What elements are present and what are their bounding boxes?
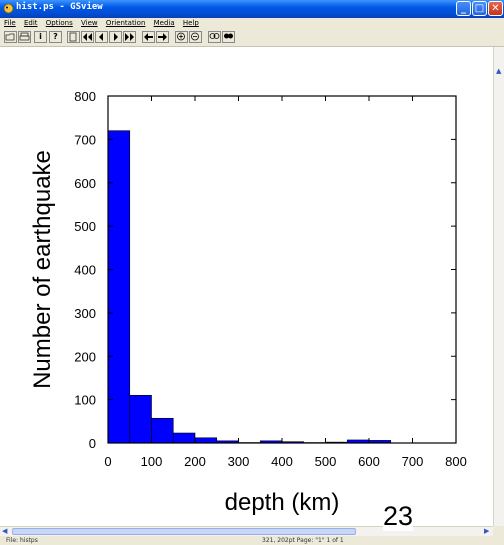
menu-options[interactable]: Options	[45, 19, 73, 27]
first-page-button[interactable]	[81, 31, 94, 43]
y-tick-label: 300	[74, 306, 96, 321]
zoom-in-button[interactable]	[175, 31, 188, 43]
horizontal-scroll-thumb[interactable]	[12, 528, 356, 535]
y-tick-label: 700	[74, 132, 96, 147]
prev-page-button[interactable]	[95, 31, 108, 43]
zoom-out-button[interactable]	[189, 31, 202, 43]
y-tick-label: 800	[74, 89, 96, 104]
menu-media[interactable]: Media	[153, 19, 175, 27]
y-tick-label: 100	[74, 393, 96, 408]
scroll-right-icon[interactable]: ▶	[484, 527, 490, 535]
menu-edit[interactable]: Edit	[23, 19, 38, 27]
scroll-up-icon[interactable]: ▲	[496, 67, 502, 75]
magnify-button[interactable]	[208, 31, 221, 43]
first-page-icon	[83, 33, 92, 41]
x-tick-label: 200	[184, 454, 206, 469]
print-icon	[19, 32, 30, 41]
menu-view[interactable]: View	[81, 19, 98, 27]
slide-number: 23	[383, 501, 414, 531]
back-icon	[144, 33, 153, 41]
open-icon	[5, 33, 15, 41]
toolbar: i ?	[0, 29, 504, 47]
x-tick-label: 0	[104, 454, 111, 469]
document-view[interactable]	[0, 47, 493, 526]
y-tick-label: 0	[89, 436, 96, 451]
minimize-button[interactable]: _	[456, 1, 471, 16]
close-button[interactable]: ✕	[488, 1, 503, 16]
info-icon: i	[39, 32, 42, 41]
y-tick-label: 200	[74, 349, 96, 364]
help-icon: ?	[53, 32, 58, 41]
forward-button[interactable]	[156, 31, 169, 43]
x-tick-label: 700	[402, 454, 424, 469]
y-axis-label: Number of earthquake	[29, 150, 56, 389]
histogram-bar	[107, 130, 131, 444]
maximize-button[interactable]: □	[472, 1, 487, 16]
gsview-app-icon	[3, 3, 14, 14]
last-page-button[interactable]	[123, 31, 136, 43]
forward-icon	[158, 33, 167, 41]
goto-page-button[interactable]	[67, 31, 80, 43]
zoom-in-icon	[177, 32, 185, 41]
menu-bar: File Edit Options View Orientation Media…	[0, 18, 504, 29]
histogram-bar	[129, 394, 152, 444]
status-bar: File: histps 321, 202pt Page: "1" 1 of 1	[0, 536, 504, 545]
title-bar[interactable]: hist.ps - GSview _ □ ✕	[0, 0, 504, 18]
magnify-icon	[209, 33, 220, 39]
horizontal-scrollbar[interactable]: ◀ ▶	[0, 526, 493, 536]
menu-orientation[interactable]: Orientation	[105, 19, 146, 27]
status-position: 321, 202pt Page: "1" 1 of 1	[262, 537, 344, 544]
plot-frame	[107, 95, 457, 444]
x-tick-label: 300	[228, 454, 250, 469]
scroll-left-icon[interactable]: ◀	[2, 527, 8, 535]
next-page-button[interactable]	[109, 31, 122, 43]
menu-help[interactable]: Help	[182, 19, 199, 27]
magnify-alt-icon	[224, 33, 233, 39]
next-page-icon	[114, 33, 118, 41]
y-tick-label: 600	[74, 176, 96, 191]
x-tick-label: 600	[358, 454, 380, 469]
open-button[interactable]	[4, 31, 17, 43]
zoom-out-icon	[191, 32, 199, 41]
vertical-scrollbar[interactable]: ▲	[493, 47, 504, 526]
x-axis-label: depth (km)	[225, 489, 340, 516]
info-button[interactable]: i	[34, 31, 47, 43]
prev-page-icon	[99, 33, 103, 41]
back-button[interactable]	[142, 31, 155, 43]
menu-file[interactable]: File	[4, 19, 16, 27]
help-button[interactable]: ?	[49, 31, 62, 43]
last-page-icon	[125, 33, 134, 41]
y-tick-label: 400	[74, 263, 96, 278]
histogram-bar	[172, 432, 196, 444]
histogram-bar	[194, 437, 218, 444]
histogram-bar	[151, 417, 174, 444]
print-button[interactable]	[18, 31, 31, 43]
status-file: File: histps	[6, 537, 38, 544]
magnify-alt-button[interactable]	[222, 31, 235, 43]
x-tick-label: 500	[315, 454, 337, 469]
goto-page-icon	[69, 32, 77, 42]
y-tick-label: 500	[74, 219, 96, 234]
x-tick-label: 800	[445, 454, 467, 469]
x-tick-label: 400	[271, 454, 293, 469]
window-title: hist.ps - GSview	[16, 2, 103, 12]
x-tick-label: 100	[141, 454, 163, 469]
